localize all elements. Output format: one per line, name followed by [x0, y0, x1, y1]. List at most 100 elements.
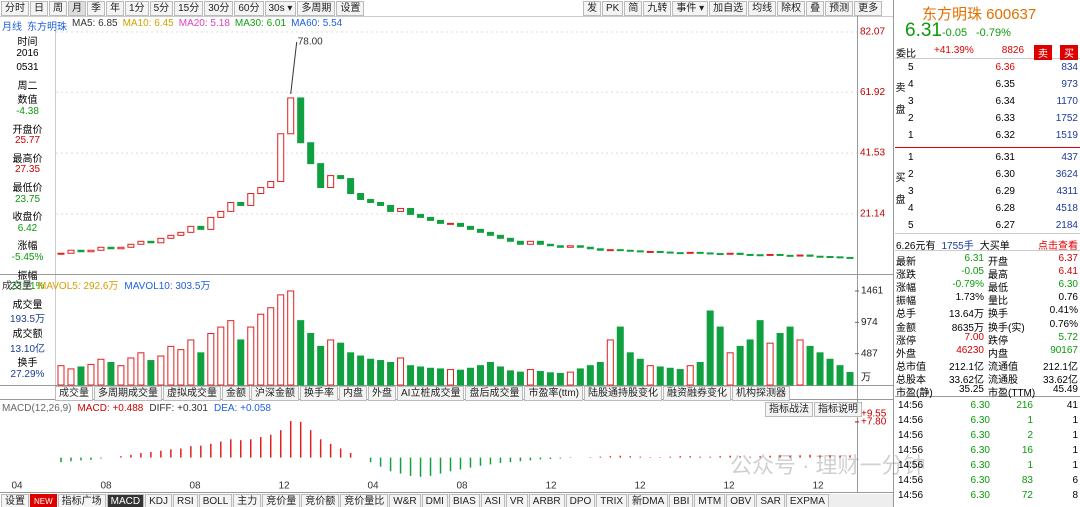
- candle: [197, 225, 205, 230]
- toolbar-button[interactable]: 除权: [777, 1, 806, 16]
- toolbar-button[interactable]: 九转: [643, 1, 672, 16]
- volume-bar: [506, 370, 514, 386]
- volume-bar: [277, 294, 285, 386]
- bottom-tab[interactable]: MTM: [694, 494, 726, 507]
- bottom-tab[interactable]: ARBR: [528, 494, 565, 507]
- volume-bar: [387, 361, 395, 386]
- book-level: 1: [908, 152, 914, 163]
- toolbar-button[interactable]: 分时: [1, 1, 29, 16]
- volume-bar: [347, 352, 355, 386]
- bottom-tab[interactable]: 竞价额: [301, 494, 340, 507]
- toolbar-button[interactable]: 季: [87, 1, 105, 16]
- tab[interactable]: 机构探测器: [732, 386, 790, 401]
- tab[interactable]: 盘后成交量: [465, 386, 524, 401]
- bottom-tab[interactable]: RSI: [173, 494, 198, 507]
- toolbar-button[interactable]: 15分: [174, 1, 204, 16]
- bottom-tab[interactable]: 设置: [1, 494, 29, 507]
- bottom-tab[interactable]: OBV: [726, 494, 756, 507]
- tab[interactable]: 内盘: [339, 386, 367, 401]
- toolbar-button[interactable]: 设置: [336, 1, 365, 16]
- bottom-tab[interactable]: W&R: [389, 494, 421, 507]
- bottom-tab[interactable]: DPO: [565, 494, 596, 507]
- candle: [496, 234, 504, 239]
- volume-bar: [846, 372, 854, 386]
- stat-label: 涨跌: [896, 270, 916, 282]
- ratio-text: +41.39%: [934, 45, 974, 56]
- book-volume: 1752: [1055, 113, 1078, 124]
- bottom-tab[interactable]: BOLL: [198, 494, 233, 507]
- tab[interactable]: 成交量: [55, 386, 93, 401]
- y-tick-label: 1461: [861, 286, 884, 297]
- info-text: 6.42: [17, 222, 38, 234]
- toolbar-button[interactable]: 加自选: [709, 1, 748, 16]
- book-price: 6.28: [995, 203, 1015, 214]
- toolbar-button[interactable]: 年: [106, 1, 124, 16]
- toolbar-button[interactable]: 30s ▾: [264, 1, 297, 16]
- bottom-tab[interactable]: SAR: [756, 494, 785, 507]
- toolbar-button[interactable]: 多周期: [297, 1, 336, 16]
- bottom-tab[interactable]: TRIX: [596, 494, 628, 507]
- info-text: 涨幅: [17, 241, 38, 253]
- indicator-button[interactable]: 指标战法: [765, 402, 813, 417]
- tab[interactable]: 多周期成交量: [94, 386, 162, 401]
- bottom-tab[interactable]: BBI: [669, 494, 694, 507]
- toolbar-button[interactable]: 均线: [748, 1, 777, 16]
- stat-value: 33.62亿: [1042, 374, 1078, 386]
- bottom-tab[interactable]: MACD: [106, 494, 145, 507]
- toolbar-button[interactable]: PK: [602, 1, 624, 16]
- info-text: 27.35: [14, 164, 41, 176]
- x-tick-label: 12: [634, 481, 646, 492]
- bottom-tab[interactable]: 新DMA: [628, 494, 669, 507]
- toolbar-button[interactable]: 叠: [806, 1, 825, 16]
- toolbar-button[interactable]: 30分: [204, 1, 234, 16]
- tab[interactable]: 虚拟成交量: [163, 386, 221, 401]
- toolbar-button[interactable]: 5分: [149, 1, 174, 16]
- volume-bar: [397, 357, 405, 386]
- volume-bar: [486, 361, 494, 386]
- toolbar-button[interactable]: 发: [583, 1, 601, 16]
- tab[interactable]: 换手率: [300, 386, 338, 401]
- bottom-tab[interactable]: ASI: [480, 494, 505, 507]
- candle: [117, 246, 125, 250]
- bottom-tab[interactable]: NEW: [30, 494, 57, 507]
- toolbar-button[interactable]: 日: [30, 1, 48, 16]
- book-price: 6.30: [995, 169, 1015, 180]
- toolbar-button[interactable]: 更多: [854, 1, 883, 16]
- toolbar-button[interactable]: 事件 ▾: [672, 1, 709, 16]
- tab[interactable]: 市盈率(ttm): [524, 386, 583, 401]
- trade-button[interactable]: 买: [1060, 45, 1078, 60]
- tab[interactable]: 融资融券变化: [663, 386, 731, 401]
- stat-value: 0.76%: [1049, 318, 1078, 330]
- period: 月线: [2, 22, 22, 33]
- info-text: 0531: [16, 62, 39, 74]
- stock-title: 东方明珠 600637: [922, 6, 1037, 23]
- info-text: 最高价: [12, 153, 43, 165]
- tab[interactable]: 陆股通持股变化: [584, 386, 662, 401]
- toolbar-button[interactable]: 月: [68, 1, 86, 16]
- indicator-button[interactable]: 指标说明: [814, 402, 862, 417]
- bottom-tab[interactable]: BIAS: [448, 494, 480, 507]
- bottom-tab[interactable]: VR: [505, 494, 528, 507]
- big-order-text[interactable]: 点击查看: [1038, 241, 1078, 252]
- candle: [217, 210, 225, 218]
- trade-button[interactable]: 卖: [1034, 45, 1052, 60]
- bottom-tab[interactable]: EXPMA: [785, 494, 829, 507]
- tab[interactable]: AI立桩成交量: [397, 386, 465, 401]
- info-text: 27.29%: [10, 368, 45, 380]
- tab[interactable]: 金额: [222, 386, 250, 401]
- tab[interactable]: 外盘: [368, 386, 396, 401]
- tab[interactable]: 沪深金额: [251, 386, 299, 401]
- bottom-tab[interactable]: 竞价量: [262, 494, 301, 507]
- toolbar-button[interactable]: 简: [624, 1, 643, 16]
- bottom-tab[interactable]: KDJ: [145, 494, 173, 507]
- book-price: 6.36: [995, 62, 1015, 73]
- toolbar-button[interactable]: 预测: [825, 1, 854, 16]
- toolbar-button[interactable]: 周: [49, 1, 67, 16]
- bottom-tab[interactable]: DMI: [421, 494, 448, 507]
- toolbar-button[interactable]: 60分: [234, 1, 264, 16]
- trade-price: 6.30: [970, 445, 990, 456]
- bottom-tab[interactable]: 竞价量比: [340, 494, 389, 507]
- toolbar-button[interactable]: 1分: [125, 1, 149, 16]
- bottom-tab[interactable]: 指标广场: [57, 494, 106, 507]
- bottom-tab[interactable]: 主力: [233, 494, 262, 507]
